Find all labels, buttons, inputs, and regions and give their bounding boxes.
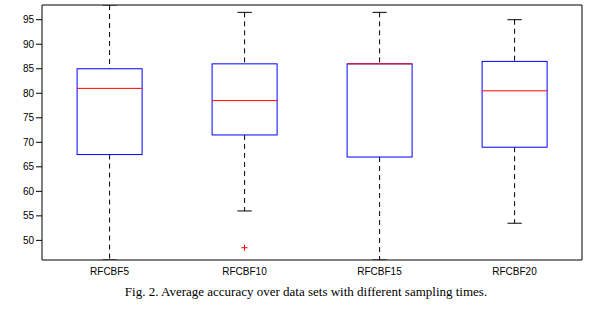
svg-text:50: 50 [23, 235, 35, 246]
html-text:Fig. 2. Average accuracy over: Fig. 2. Average accuracy over data sets … [124, 284, 488, 299]
svg-text:RFCBF15: RFCBF15 [357, 266, 402, 277]
svg-text:95: 95 [23, 14, 35, 25]
svg-text:70: 70 [23, 137, 35, 148]
svg-text:75: 75 [23, 112, 35, 123]
svg-text:RFCBF5: RFCBF5 [90, 266, 129, 277]
svg-text:60: 60 [23, 186, 35, 197]
svg-text:55: 55 [23, 210, 35, 221]
svg-text:90: 90 [23, 39, 35, 50]
svg-text:RFCBF20: RFCBF20 [492, 266, 537, 277]
svg-text:80: 80 [23, 88, 35, 99]
svg-text:65: 65 [23, 161, 35, 172]
svg-text:RFCBF10: RFCBF10 [222, 266, 267, 277]
svg-text:85: 85 [23, 63, 35, 74]
